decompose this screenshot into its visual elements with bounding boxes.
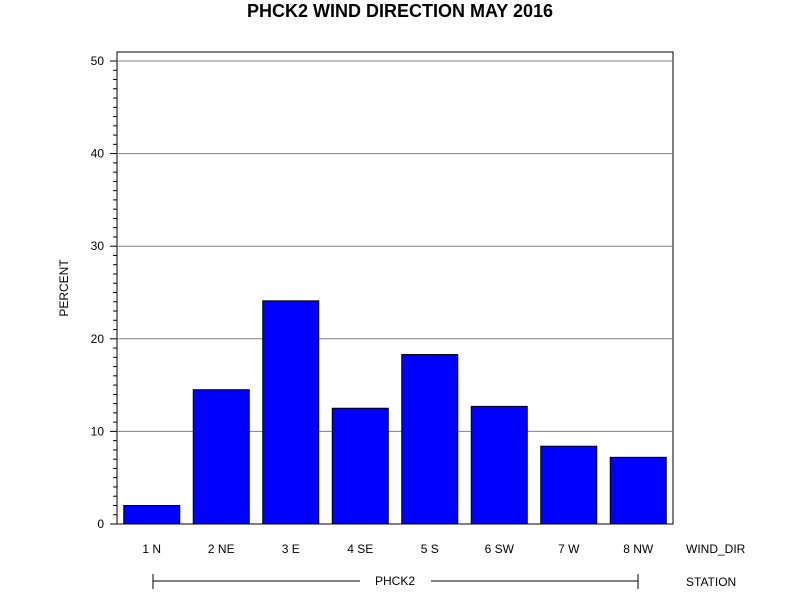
x-tick-label: 1 N	[142, 542, 161, 556]
y-axis-label: PERCENT	[57, 259, 71, 317]
y-tick-label: 20	[91, 332, 105, 346]
x-tick-label: 8 NW	[623, 542, 654, 556]
group-label: PHCK2	[375, 574, 415, 588]
y-tick-label: 0	[97, 517, 104, 531]
chart-title: PHCK2 WIND DIRECTION MAY 2016	[247, 1, 553, 21]
x-axis-label: WIND_DIR	[686, 542, 746, 556]
y-tick-label: 50	[91, 54, 105, 68]
bars-group	[123, 300, 667, 525]
x-tick-label: 3 E	[282, 542, 300, 556]
bar	[331, 407, 389, 525]
bar	[609, 456, 667, 525]
bar	[401, 354, 459, 525]
x-axis-labels: 1 N 2 NE 3 E 4 SE 5 S 6 SW 7 W 8 NW	[142, 542, 654, 556]
x-tick-label: 7 W	[558, 542, 580, 556]
x-tick-label: 2 NE	[208, 542, 235, 556]
x-tick-label: 4 SE	[347, 542, 373, 556]
bar	[192, 389, 250, 525]
bar	[540, 445, 598, 525]
x-tick-label: 5 S	[421, 542, 439, 556]
plot-frame	[116, 51, 674, 525]
y-tick-label: 10	[91, 424, 105, 438]
station-group-bracket	[152, 574, 639, 589]
x-tick-label: 6 SW	[485, 542, 515, 556]
y-tick-label: 40	[91, 147, 105, 161]
bar	[123, 504, 181, 525]
y-tick-label: 30	[91, 239, 105, 253]
y-axis-ticks: 0 10 20 30 40 50	[91, 54, 117, 531]
grid-lines	[117, 60, 673, 432]
bar	[262, 300, 320, 525]
bar	[470, 405, 528, 525]
group-axis-label: STATION	[686, 575, 736, 589]
